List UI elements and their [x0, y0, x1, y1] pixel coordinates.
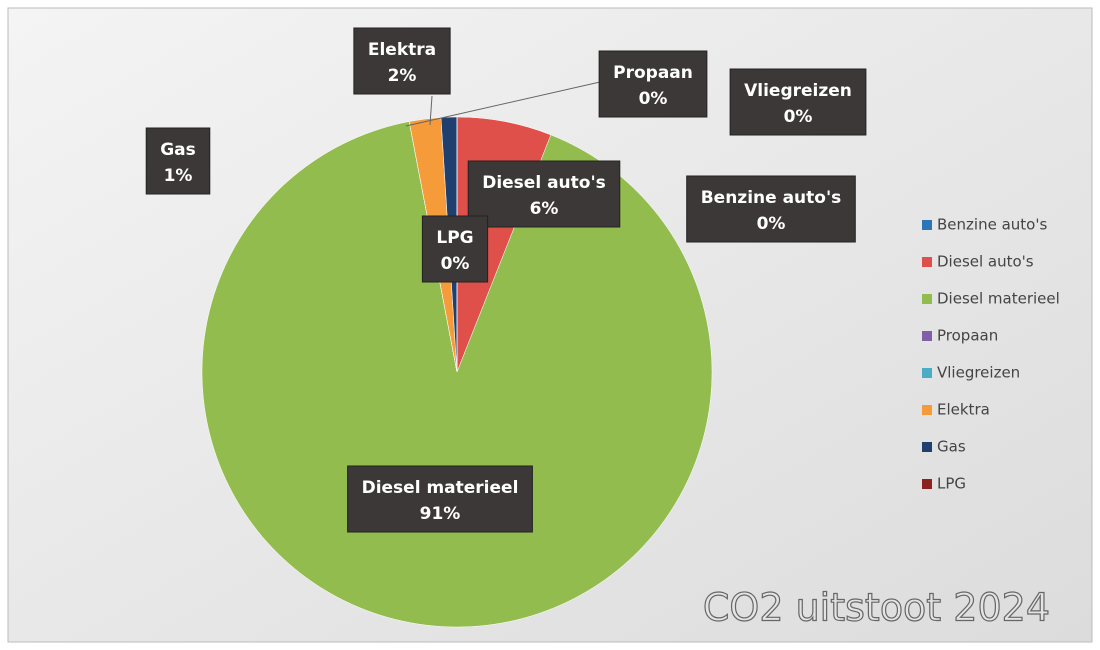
legend-label: Vliegreizen: [937, 364, 1020, 382]
pie-slice: [201, 121, 713, 628]
data-label-name: Propaan: [613, 63, 693, 83]
data-label-value: 6%: [530, 199, 559, 219]
leader-line: [405, 81, 601, 127]
data-label-box: [347, 465, 533, 533]
legend-swatch: [922, 257, 932, 267]
data-label-value: 1%: [164, 166, 193, 186]
legend-label: Propaan: [937, 327, 998, 345]
legend-label: Benzine auto's: [937, 216, 1047, 234]
data-label: Propaan 0%: [598, 50, 708, 118]
legend-swatch: [922, 479, 932, 489]
data-label-name: Elektra: [368, 40, 436, 60]
legend: Benzine auto's Diesel auto's Diesel materi…: [922, 216, 1060, 493]
legend-label: LPG: [937, 475, 966, 493]
data-label-value: 0%: [757, 214, 786, 234]
data-label: LPG 0%: [421, 215, 489, 283]
legend-label: Gas: [937, 438, 966, 456]
data-label-box: [729, 68, 867, 136]
data-label-value: 0%: [441, 254, 470, 274]
data-label: Benzine auto's 0%: [686, 175, 856, 243]
data-label-box: [421, 215, 489, 283]
data-label: Gas 1%: [145, 127, 211, 195]
data-label-box: [467, 160, 621, 228]
data-label-name: LPG: [436, 228, 473, 248]
legend-swatch: [922, 368, 932, 378]
data-label-value: 2%: [388, 66, 417, 86]
data-label-name: Benzine auto's: [701, 188, 842, 208]
data-label: Diesel materieel 91%: [347, 465, 533, 533]
pie: [201, 116, 713, 628]
legend-swatch: [922, 405, 932, 415]
legend-label: Elektra: [937, 401, 990, 419]
data-label-box: [353, 27, 451, 95]
data-label-box: [686, 175, 856, 243]
data-label-name: Vliegreizen: [744, 81, 852, 101]
data-label-box: [598, 50, 708, 118]
legend-label: Diesel materieel: [937, 290, 1060, 308]
data-label-value: 91%: [420, 504, 461, 524]
data-label: Elektra 2%: [353, 27, 451, 95]
legend-swatch: [922, 220, 932, 230]
data-label: Diesel auto's 6%: [467, 160, 621, 228]
data-label-value: 0%: [639, 89, 668, 109]
data-labels: Benzine auto's 0% Diesel auto's 6% Diesel ma…: [145, 27, 867, 533]
legend-swatch: [922, 294, 932, 304]
legend-swatch: [922, 331, 932, 341]
data-label-name: Gas: [160, 140, 196, 160]
legend-label: Diesel auto's: [937, 253, 1034, 271]
chart-title: CO2 uitstoot 2024: [703, 586, 1050, 630]
data-label-name: Diesel materieel: [362, 478, 519, 498]
data-label-box: [145, 127, 211, 195]
data-label-name: Diesel auto's: [482, 173, 606, 193]
data-label-value: 0%: [784, 107, 813, 127]
legend-swatch: [922, 442, 932, 452]
data-label: Vliegreizen 0%: [729, 68, 867, 136]
